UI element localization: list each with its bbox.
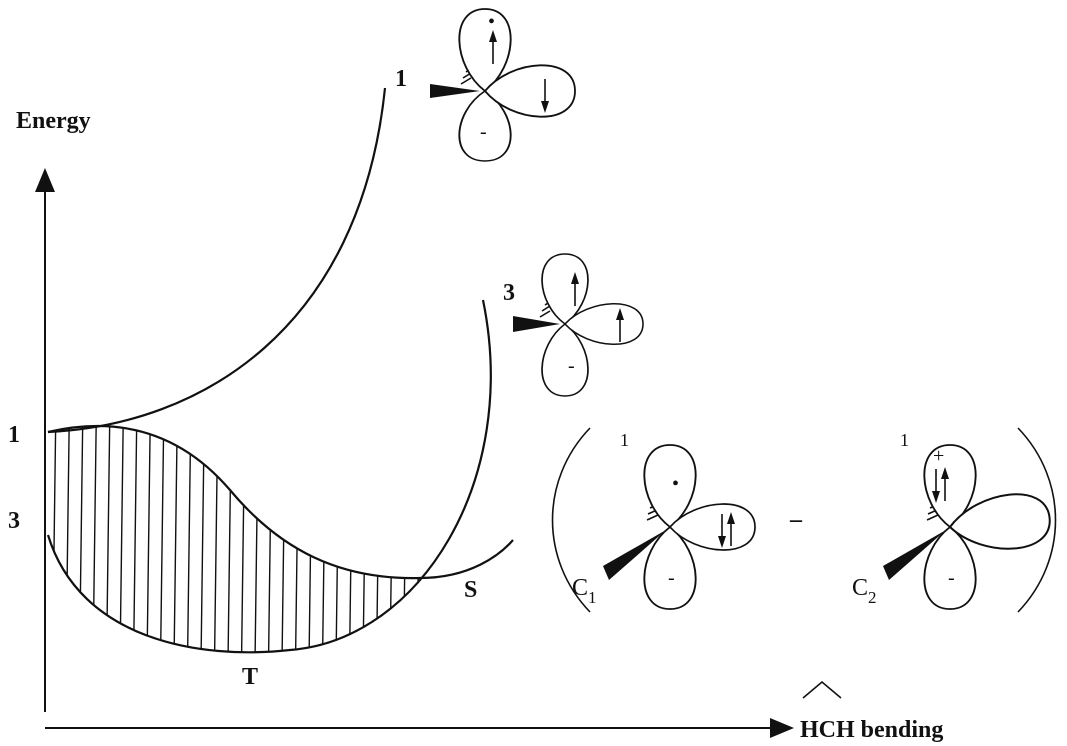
hatch-line: [268, 400, 272, 700]
hatch-line: [376, 400, 380, 700]
subscript: 1: [588, 588, 597, 607]
curve-label: 1: [395, 66, 407, 92]
hatch-line: [201, 400, 205, 700]
orbital: 1 • -: [395, 9, 575, 161]
hatch-line: [417, 400, 421, 700]
hatch-line: [93, 400, 97, 700]
hatch-line: [187, 400, 191, 700]
singlet-lower-curve: [48, 426, 513, 578]
y-axis-label: Energy: [16, 108, 91, 134]
hatch-line: [147, 400, 151, 700]
diagram: Energy HCH bending 1 1 3 T S 1 • - 3 -: [0, 0, 1067, 746]
spin-label: 1: [620, 430, 629, 450]
combination-sign: –: [789, 507, 803, 533]
orbital: 1 + - C2: [852, 430, 1052, 609]
orbital-sign: -: [480, 121, 487, 143]
hatch-line: [66, 400, 70, 700]
hatch-line: [390, 400, 394, 700]
atom: C: [852, 575, 868, 601]
hatch-line: [444, 400, 448, 700]
orbital-sign: +: [933, 445, 944, 467]
orbital-sign: -: [568, 355, 575, 377]
curve-label: T: [242, 664, 258, 690]
hatch-line: [228, 400, 232, 700]
hatch-line: [106, 400, 110, 700]
hatch-line: [214, 400, 218, 700]
x-axis-label: HCH bending: [800, 717, 943, 743]
atom-label: C2: [852, 575, 877, 607]
hatch-line: [241, 400, 245, 700]
hatch-line: [349, 400, 353, 700]
orbital-label: 3: [503, 280, 515, 306]
hatch-line: [363, 400, 367, 700]
orbital-sign: -: [668, 567, 675, 589]
curve-label: 3: [8, 508, 20, 534]
orbital-sign: •: [672, 473, 679, 495]
hat: [803, 682, 841, 698]
orbital-sign: •: [488, 11, 495, 33]
curve-label: S: [464, 577, 477, 603]
orbital: 1 • - C1: [572, 430, 755, 609]
page: {"axes": {"y_label": "Energy", "x_label"…: [0, 0, 1067, 746]
spin-label: 1: [900, 430, 909, 450]
curve-label: 1: [8, 422, 20, 448]
hatch-line: [336, 400, 340, 700]
hatch-line: [79, 400, 83, 700]
hatch-line: [160, 400, 164, 700]
hatch-line: [282, 400, 286, 700]
hatch-line: [120, 400, 124, 700]
orbital: 3 -: [503, 254, 643, 396]
hatch-line: [403, 400, 407, 700]
hatch-line: [430, 400, 434, 700]
subscript: 2: [868, 588, 877, 607]
hatch-line: [309, 400, 313, 700]
hatch-line: [255, 400, 259, 700]
orbital-sign: -: [948, 567, 955, 589]
hatch-line: [322, 400, 326, 700]
atom: C: [572, 575, 588, 601]
atom-label: C1: [572, 575, 597, 607]
hatching: [52, 400, 448, 700]
hatch-line: [133, 400, 137, 700]
singlet-upper-curve: [48, 88, 385, 432]
